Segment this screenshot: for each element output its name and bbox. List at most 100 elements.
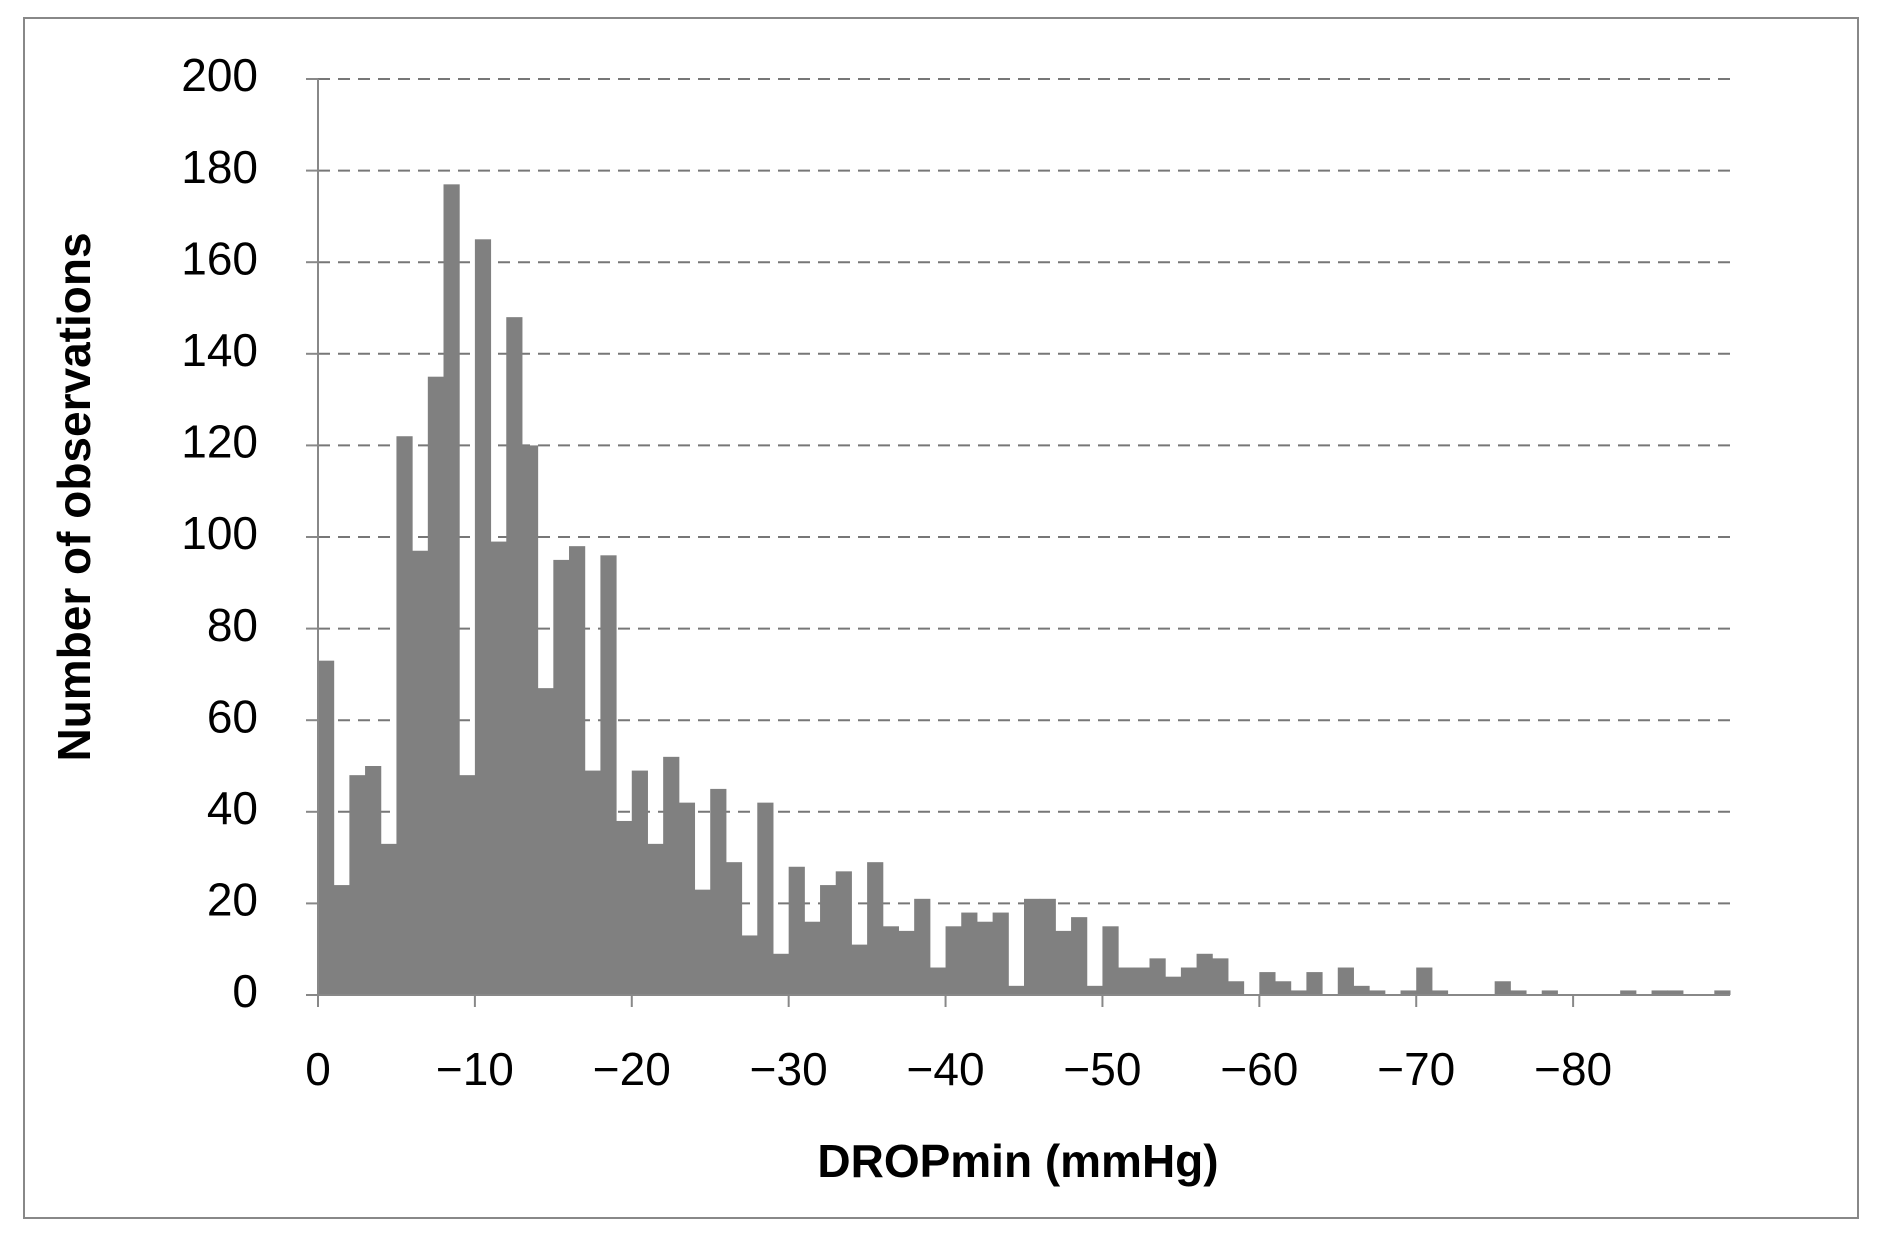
bar: [1227, 981, 1245, 995]
bar: [945, 926, 962, 995]
y-tick-label: 140: [181, 324, 258, 376]
bar: [1212, 958, 1229, 995]
bar: [992, 912, 1009, 995]
bar: [1337, 967, 1354, 995]
bar: [1714, 990, 1731, 995]
x-tick-label: −20: [593, 1043, 671, 1095]
bar: [1306, 972, 1323, 995]
bar: [804, 921, 821, 995]
bar: [961, 912, 978, 995]
bar: [1510, 990, 1527, 995]
bar: [333, 885, 350, 995]
y-tick-label: 20: [207, 874, 258, 926]
bar: [1118, 967, 1135, 995]
bar: [882, 926, 899, 995]
bar: [1102, 926, 1119, 995]
bar: [349, 775, 366, 995]
bar: [1369, 990, 1386, 995]
bar: [459, 775, 476, 995]
y-tick-label: 160: [181, 232, 258, 284]
bar: [600, 555, 617, 995]
bar: [647, 843, 664, 995]
x-tick-label: 0: [305, 1043, 331, 1095]
bar: [867, 862, 884, 995]
bar: [553, 559, 570, 995]
bar: [616, 820, 633, 995]
bar: [537, 688, 554, 995]
bar: [443, 184, 460, 996]
bar: [820, 885, 837, 995]
bar: [1431, 990, 1449, 995]
bar: [318, 660, 335, 995]
bar: [569, 546, 586, 995]
x-tick-label: −50: [1063, 1043, 1141, 1095]
bar: [380, 843, 397, 995]
bar: [898, 930, 915, 995]
bar: [1133, 967, 1151, 995]
bar: [490, 541, 507, 995]
x-tick-label: −30: [750, 1043, 828, 1095]
bar: [1275, 981, 1292, 995]
y-tick-label: 100: [181, 507, 258, 559]
y-tick-label: 180: [181, 141, 258, 193]
y-axis-label: Number of observations: [48, 232, 100, 761]
bar: [584, 770, 601, 995]
bar: [976, 921, 994, 995]
bar: [1008, 985, 1025, 995]
bar: [1055, 930, 1072, 995]
bar: [1086, 985, 1103, 995]
bar: [1541, 990, 1558, 995]
bar: [741, 935, 758, 995]
bar: [694, 889, 711, 995]
bar: [929, 967, 947, 995]
bar: [1651, 990, 1668, 995]
bar: [412, 550, 429, 995]
chart-frame: [23, 17, 1859, 1219]
x-tick-label: −60: [1220, 1043, 1298, 1095]
x-tick-label: −80: [1534, 1043, 1612, 1095]
bar: [1071, 917, 1088, 995]
x-tick-label: −10: [436, 1043, 514, 1095]
bar: [1259, 972, 1276, 995]
bar: [835, 871, 852, 995]
bar: [1165, 976, 1182, 995]
bar: [663, 756, 680, 995]
bar: [365, 766, 382, 995]
x-axis-label: DROPmin (mmHg): [817, 1135, 1218, 1187]
bar: [427, 376, 445, 995]
y-tick-label: 40: [207, 782, 258, 834]
bar: [678, 802, 696, 995]
x-tick-label: −70: [1377, 1043, 1455, 1095]
bar: [851, 944, 868, 995]
bar: [474, 239, 492, 996]
bar: [1667, 990, 1684, 995]
bar: [631, 770, 648, 995]
bar: [1290, 990, 1307, 995]
bar: [710, 788, 727, 995]
y-tick-label: 200: [181, 49, 258, 101]
bar: [788, 866, 805, 995]
bar: [725, 862, 743, 995]
bar: [1196, 953, 1213, 995]
bar: [757, 802, 774, 995]
bar: [1494, 981, 1511, 995]
y-tick-label: 60: [207, 690, 258, 742]
bar: [914, 898, 931, 995]
bar: [1416, 967, 1433, 995]
x-tick-label: −40: [907, 1043, 985, 1095]
bar: [1400, 990, 1417, 995]
bar: [396, 436, 413, 995]
bar: [1620, 990, 1637, 995]
y-tick-label: 120: [181, 416, 258, 468]
y-tick-label: 80: [207, 599, 258, 651]
bar: [1180, 967, 1198, 995]
bar: [1353, 985, 1370, 995]
bar: [521, 445, 539, 995]
bar: [772, 953, 790, 995]
bar: [506, 317, 523, 995]
bar: [1024, 898, 1041, 995]
bar: [1149, 958, 1166, 995]
y-tick-label: 0: [232, 965, 258, 1017]
